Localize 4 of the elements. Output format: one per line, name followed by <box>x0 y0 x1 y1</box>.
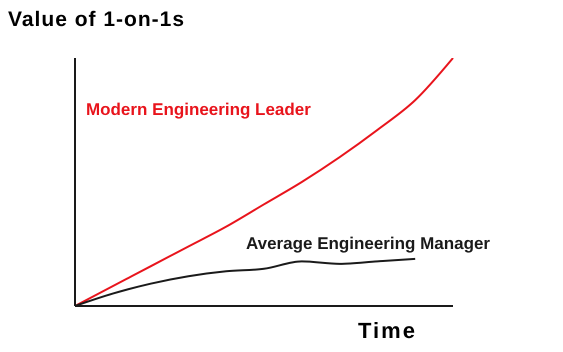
x-axis-title: Time <box>358 318 417 344</box>
text: Modern Engineering Leader <box>86 100 311 120</box>
y-axis-title: Value of 1-on-1s <box>8 8 186 32</box>
series-label: Average Engineering Manager <box>246 234 490 254</box>
